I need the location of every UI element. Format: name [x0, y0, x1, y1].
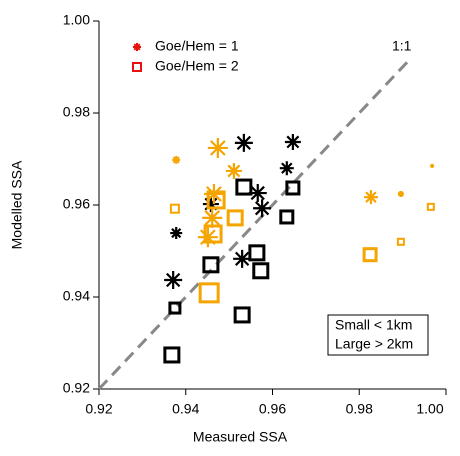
x-tick-label: 0.98 — [346, 401, 373, 417]
x-tick-label: 0.92 — [85, 401, 112, 417]
y-axis-label: Modelled SSA — [9, 160, 25, 249]
x-tick-label: 0.94 — [172, 401, 199, 417]
x-axis-label: Measured SSA — [193, 429, 288, 445]
point — [362, 247, 378, 263]
annotation-box — [327, 314, 429, 356]
point — [198, 282, 220, 304]
point — [248, 244, 266, 262]
point — [225, 162, 242, 179]
point — [164, 270, 183, 289]
y-tick-label: 0.92 — [63, 380, 90, 396]
point — [168, 301, 182, 315]
point — [235, 178, 253, 196]
point — [169, 203, 180, 214]
annotation: Small < 1km — [335, 317, 412, 333]
y-tick-label: 0.94 — [63, 288, 90, 304]
annotation: 1:1 — [392, 38, 412, 54]
y-tick-label: 0.98 — [63, 104, 90, 120]
point — [163, 346, 181, 364]
point — [253, 199, 272, 218]
point — [206, 190, 226, 210]
point — [285, 180, 301, 196]
point — [234, 133, 253, 152]
point — [284, 133, 301, 150]
point — [279, 209, 295, 225]
point — [426, 202, 435, 211]
point — [197, 227, 218, 248]
point — [248, 184, 267, 203]
point — [203, 224, 223, 244]
legend-marker — [132, 62, 142, 72]
annotation: Large > 2km — [335, 336, 413, 352]
point — [172, 155, 181, 164]
legend-marker — [133, 43, 141, 51]
legend-label: Goe/Hem = 1 — [155, 38, 239, 54]
y-tick-label: 1.00 — [63, 12, 90, 28]
point — [397, 190, 404, 197]
x-tick-label: 1.00 — [416, 401, 443, 417]
point — [202, 207, 223, 228]
legend-label: Goe/Hem = 2 — [155, 58, 239, 74]
y-tick-label: 0.96 — [63, 196, 90, 212]
point — [170, 227, 183, 240]
x-tick-label: 0.96 — [259, 401, 286, 417]
point — [226, 209, 244, 227]
point — [363, 190, 378, 205]
point — [233, 249, 252, 268]
point — [279, 161, 294, 176]
point — [202, 196, 219, 213]
point — [203, 183, 224, 204]
point — [396, 237, 405, 246]
point — [429, 163, 435, 169]
point — [252, 262, 270, 280]
point — [207, 137, 228, 158]
point — [233, 306, 251, 324]
point — [202, 256, 220, 274]
